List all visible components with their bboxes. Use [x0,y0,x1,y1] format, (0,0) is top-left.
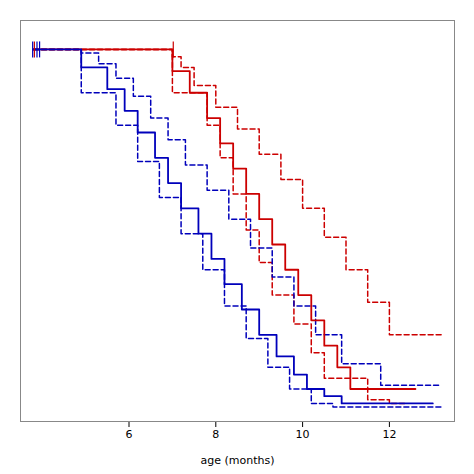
svg-text:age (months): age (months) [200,454,274,467]
svg-text:12: 12 [382,428,396,441]
svg-text:8: 8 [212,428,219,441]
svg-text:6: 6 [126,428,133,441]
svg-text:10: 10 [296,428,310,441]
